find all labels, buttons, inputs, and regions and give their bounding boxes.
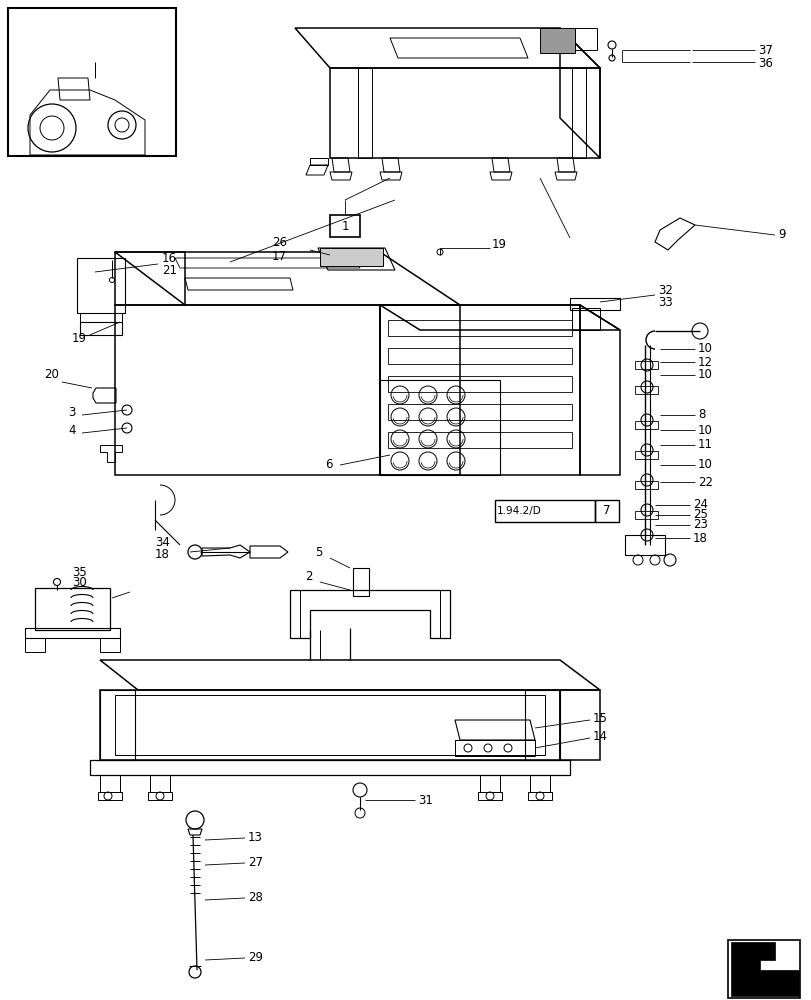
Bar <box>539 28 574 53</box>
Text: 2: 2 <box>305 570 312 582</box>
Text: 11: 11 <box>697 438 712 452</box>
Bar <box>320 248 383 266</box>
Text: 33: 33 <box>657 296 672 308</box>
Bar <box>329 215 359 237</box>
Bar <box>574 28 596 50</box>
Text: 1: 1 <box>341 220 348 233</box>
Bar <box>8 8 176 156</box>
Text: 5: 5 <box>315 546 322 558</box>
Polygon shape <box>730 942 798 996</box>
Text: 9: 9 <box>777 229 784 241</box>
Bar <box>353 568 368 596</box>
Text: 14: 14 <box>592 729 607 742</box>
Text: 21: 21 <box>162 263 177 276</box>
Text: 18: 18 <box>155 548 169 560</box>
Text: 25: 25 <box>692 508 707 522</box>
Text: 32: 32 <box>657 284 672 296</box>
Text: 6: 6 <box>324 458 332 472</box>
Text: 31: 31 <box>418 793 432 806</box>
Text: 8: 8 <box>697 408 705 422</box>
Text: 1.94.2/D: 1.94.2/D <box>496 506 541 516</box>
Text: 29: 29 <box>247 951 263 964</box>
Text: 3: 3 <box>68 406 75 420</box>
Text: 17: 17 <box>272 249 286 262</box>
Text: 10: 10 <box>697 368 712 381</box>
Bar <box>358 68 371 158</box>
Text: 19: 19 <box>72 332 87 344</box>
Text: 10: 10 <box>697 424 712 436</box>
Text: 7: 7 <box>603 504 610 518</box>
Text: 13: 13 <box>247 831 263 844</box>
Text: 27: 27 <box>247 856 263 869</box>
Text: 35: 35 <box>72 566 87 580</box>
Text: 10: 10 <box>697 342 712 356</box>
Text: 23: 23 <box>692 518 707 532</box>
Text: 16: 16 <box>162 251 177 264</box>
Bar <box>727 940 799 998</box>
Text: 34: 34 <box>155 536 169 548</box>
Text: 36: 36 <box>757 57 772 70</box>
Text: 10: 10 <box>697 458 712 472</box>
Text: 20: 20 <box>44 368 59 381</box>
Text: 37: 37 <box>757 44 772 57</box>
Text: 28: 28 <box>247 892 263 904</box>
Bar <box>380 380 500 475</box>
Text: 18: 18 <box>692 532 707 544</box>
Text: 30: 30 <box>72 576 87 589</box>
Bar <box>594 500 618 522</box>
Text: 15: 15 <box>592 711 607 724</box>
Bar <box>495 500 594 522</box>
Text: 4: 4 <box>68 424 75 438</box>
Text: 24: 24 <box>692 498 707 512</box>
Text: 19: 19 <box>491 238 506 251</box>
Text: 12: 12 <box>697 356 712 368</box>
Bar <box>571 68 586 158</box>
Text: 22: 22 <box>697 476 712 488</box>
Text: 26: 26 <box>272 236 286 249</box>
